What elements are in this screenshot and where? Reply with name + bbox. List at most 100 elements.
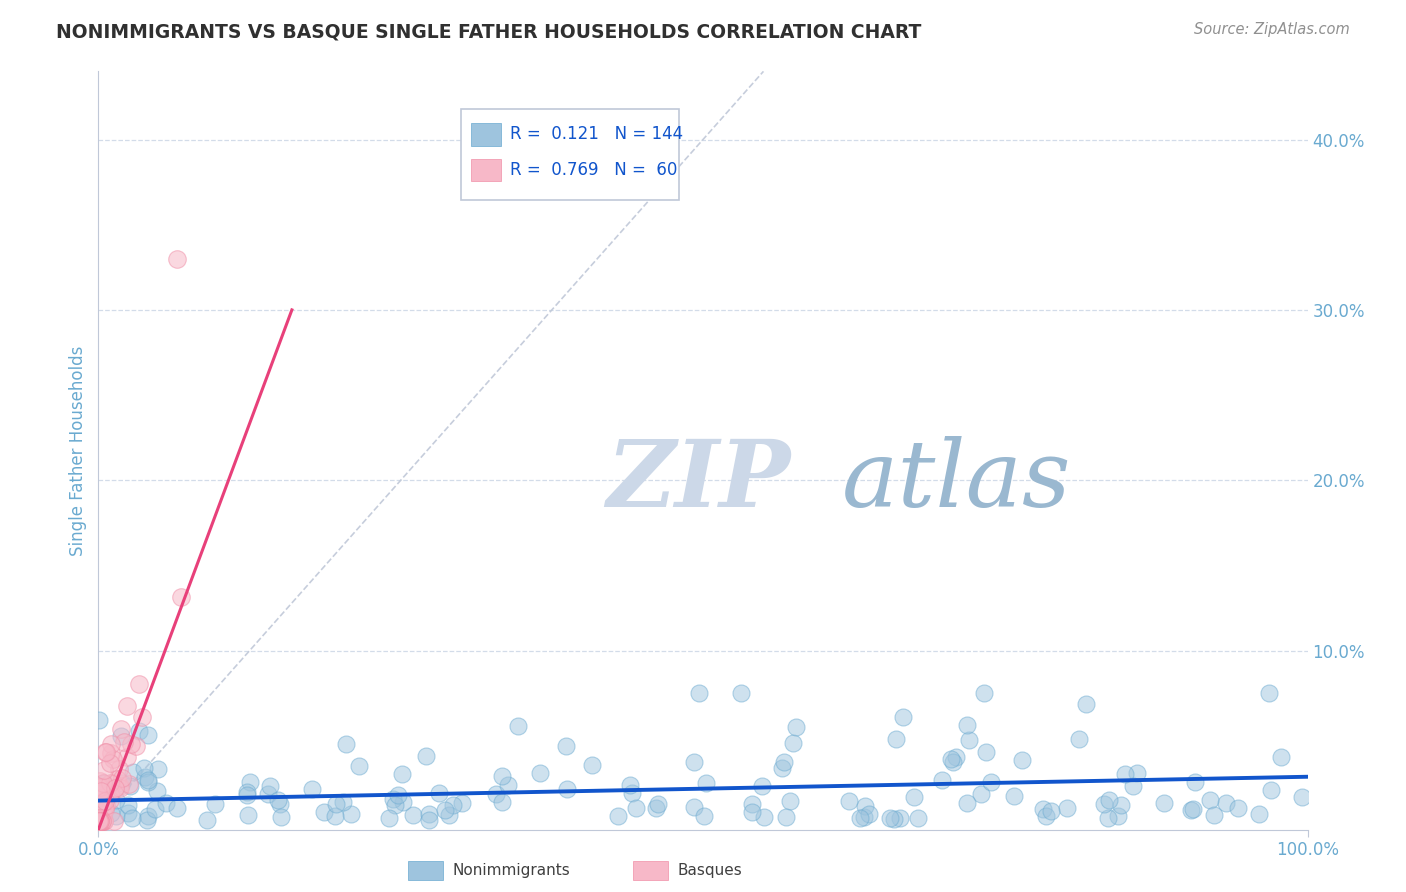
Point — [94, 802, 117, 816]
Point — [683, 756, 706, 770]
Text: Basques: Basques — [678, 863, 742, 878]
Point — [437, 808, 460, 822]
Point — [89, 783, 111, 797]
Point — [103, 814, 125, 828]
Point — [418, 807, 440, 822]
Point — [89, 814, 111, 828]
Point — [1107, 808, 1129, 822]
Point — [970, 787, 993, 801]
Point — [110, 722, 132, 736]
Point — [883, 812, 905, 826]
Point — [741, 805, 763, 819]
Point — [111, 772, 134, 786]
Point — [136, 728, 159, 742]
Point — [645, 801, 668, 815]
Point — [204, 797, 226, 811]
Point — [166, 252, 188, 266]
Point — [89, 774, 111, 789]
Point — [779, 794, 801, 808]
Point — [87, 797, 110, 811]
Point — [111, 776, 134, 790]
Point — [101, 752, 124, 766]
Point — [136, 813, 159, 827]
Point — [125, 739, 148, 753]
Point — [105, 809, 128, 823]
Point — [647, 797, 669, 811]
Point — [484, 787, 506, 801]
Point — [90, 784, 112, 798]
Point — [90, 780, 112, 794]
Point — [93, 801, 115, 815]
Point — [89, 814, 111, 828]
Point — [120, 779, 142, 793]
Text: Source: ZipAtlas.com: Source: ZipAtlas.com — [1194, 22, 1350, 37]
Point — [931, 773, 953, 788]
Point — [110, 729, 132, 743]
Point — [267, 793, 290, 807]
Point — [695, 776, 717, 790]
Point — [91, 814, 114, 828]
Point — [418, 813, 440, 827]
Point — [1032, 802, 1054, 816]
Point — [93, 814, 115, 828]
Point — [117, 797, 139, 812]
Point — [434, 803, 457, 817]
Point — [134, 770, 156, 784]
Point — [98, 787, 121, 801]
Point — [98, 776, 121, 790]
Point — [427, 786, 450, 800]
Point — [1097, 811, 1119, 825]
Point — [112, 735, 135, 749]
Point — [773, 756, 796, 770]
Point — [939, 752, 962, 766]
Point — [619, 778, 641, 792]
Point — [451, 796, 474, 810]
FancyBboxPatch shape — [461, 110, 679, 201]
Point — [257, 787, 280, 801]
FancyBboxPatch shape — [471, 123, 501, 145]
Point — [236, 784, 259, 798]
Point — [782, 735, 804, 749]
Point — [1114, 767, 1136, 781]
Point — [87, 780, 110, 794]
Point — [100, 806, 122, 821]
Point — [335, 737, 357, 751]
Point — [89, 811, 111, 825]
Point — [1074, 697, 1097, 711]
Point — [325, 797, 347, 811]
FancyBboxPatch shape — [471, 159, 501, 181]
Point — [682, 799, 704, 814]
Point — [1067, 731, 1090, 746]
Point — [100, 747, 122, 761]
Point — [1180, 803, 1202, 817]
Point — [956, 718, 979, 732]
Point — [93, 776, 115, 790]
Point — [347, 759, 370, 773]
Point — [770, 761, 793, 775]
Point — [1260, 783, 1282, 797]
Point — [1039, 805, 1062, 819]
Point — [98, 793, 121, 807]
Text: Nonimmigrants: Nonimmigrants — [453, 863, 571, 878]
Point — [879, 811, 901, 825]
Point — [87, 813, 110, 827]
Point — [236, 808, 259, 822]
Point — [415, 748, 437, 763]
Point — [117, 805, 139, 820]
Point — [103, 780, 125, 795]
Point — [91, 782, 114, 797]
Point — [90, 814, 112, 828]
Text: atlas: atlas — [842, 436, 1071, 525]
Point — [91, 814, 114, 828]
Point — [93, 794, 115, 808]
Point — [1184, 775, 1206, 789]
Point — [688, 686, 710, 700]
Point — [118, 777, 141, 791]
Text: NONIMMIGRANTS VS BASQUE SINGLE FATHER HOUSEHOLDS CORRELATION CHART: NONIMMIGRANTS VS BASQUE SINGLE FATHER HO… — [56, 22, 921, 41]
Point — [955, 797, 977, 811]
Point — [87, 713, 110, 727]
Point — [1202, 808, 1225, 822]
Point — [491, 795, 513, 809]
Point — [101, 776, 124, 790]
Point — [903, 789, 925, 804]
